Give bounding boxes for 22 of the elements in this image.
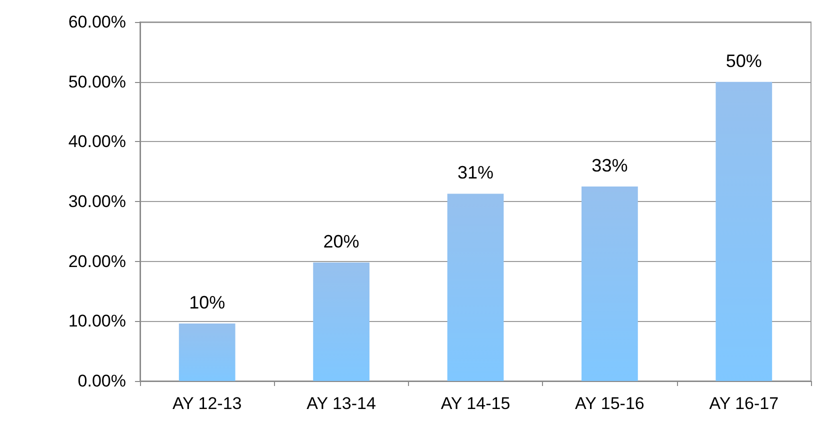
x-tick-label: AY 16-17 [709, 394, 779, 413]
y-tick-label: 60.00% [68, 12, 126, 32]
data-label: 50% [726, 50, 762, 71]
y-tick-label: 20.00% [68, 252, 126, 271]
y-tick-label: 50.00% [68, 72, 126, 92]
data-label: 31% [457, 162, 494, 183]
x-tick-label: AY 14-15 [440, 394, 510, 413]
bar [716, 82, 772, 381]
bar [313, 262, 370, 381]
y-tick-label: 10.00% [68, 312, 126, 331]
bar [447, 194, 504, 381]
x-tick-label: AY 12-13 [172, 394, 242, 413]
y-tick-label: 40.00% [68, 132, 126, 152]
bar [582, 186, 638, 381]
x-tick-label: AY 15-16 [575, 394, 644, 413]
data-label: 20% [323, 232, 360, 252]
data-label: 10% [189, 292, 226, 313]
data-label: 33% [592, 156, 628, 176]
y-tick-label: 0.00% [78, 372, 126, 390]
y-tick-label: 30.00% [68, 192, 126, 211]
x-tick-label: AY 13-14 [306, 394, 376, 413]
bar [178, 324, 236, 381]
